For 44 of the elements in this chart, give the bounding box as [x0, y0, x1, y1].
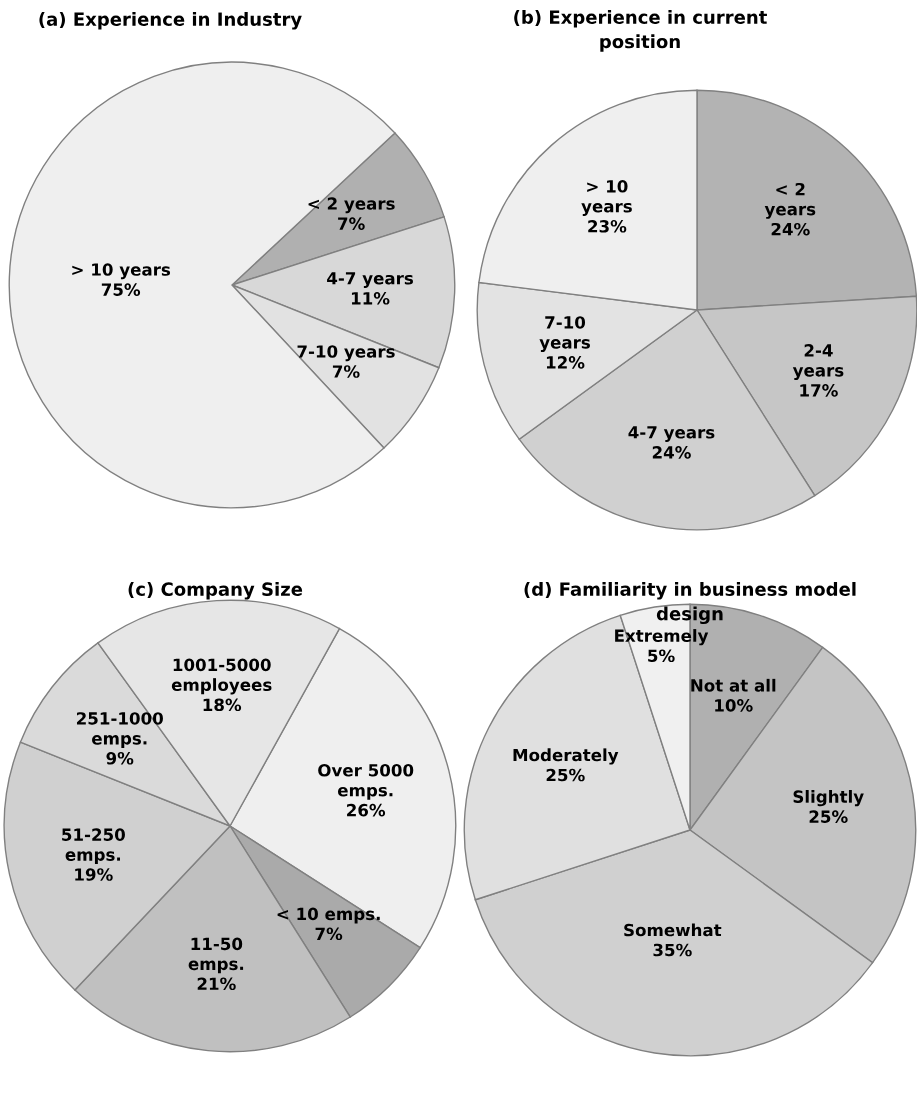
data-label: 24% — [652, 446, 691, 459]
slice-label: 51-250 emps. — [62, 828, 125, 865]
data-label: 7% — [338, 217, 365, 230]
slice-label: 1001-5000 employees — [171, 658, 272, 695]
slice-label: < 2 years — [764, 182, 816, 219]
slice-label: 251-1000 emps. — [76, 712, 163, 748]
data-label: 21% — [197, 977, 236, 991]
slice-label: Somewhat — [624, 923, 722, 937]
data-label: 9% — [106, 751, 134, 765]
data-label: 19% — [75, 868, 113, 881]
chart-title: (b) Experience in current position — [514, 10, 767, 52]
slice-label: Not at all — [691, 678, 776, 692]
slice-label: > 10 years — [72, 263, 171, 280]
slice-label: 2-4 years — [792, 344, 844, 380]
data-label: 25% — [546, 768, 585, 782]
data-label: 75% — [101, 283, 141, 296]
chart-title: (c) Company Size — [128, 582, 303, 600]
slice-label: 4-7 years — [628, 426, 715, 442]
slice-label: Over 5000 emps. — [318, 763, 414, 800]
slice-label: < 2 years — [308, 197, 395, 214]
chart-title: (d) Familiarity in business model design — [524, 582, 856, 625]
slice-label: Extremely — [615, 629, 709, 646]
data-label: 26% — [347, 803, 386, 817]
slice-label: > 10 years — [581, 180, 632, 216]
slice-label: 4-7 years — [327, 272, 413, 288]
slice-label: 7-10 years — [539, 316, 590, 353]
slice-label: < 10 emps. — [277, 907, 380, 924]
slice-label: Moderately — [513, 748, 619, 765]
chart-title: (a) Experience in Industry — [39, 12, 302, 30]
slice-label: 7-10 years — [297, 345, 395, 362]
data-label: 25% — [809, 810, 848, 823]
data-label: 18% — [203, 698, 242, 712]
data-label: 12% — [546, 356, 585, 369]
data-label: 7% — [332, 365, 360, 378]
data-label: 35% — [653, 943, 692, 957]
data-label: 24% — [771, 222, 810, 236]
data-label: 7% — [315, 927, 343, 941]
slice-label: Slightly — [793, 790, 864, 807]
data-label: 11% — [351, 292, 390, 305]
data-label: 23% — [588, 220, 627, 233]
data-label: 5% — [648, 649, 675, 663]
slice-label: 11-50 emps. — [188, 937, 244, 974]
data-label: 17% — [800, 384, 838, 397]
data-label: 10% — [715, 699, 753, 712]
